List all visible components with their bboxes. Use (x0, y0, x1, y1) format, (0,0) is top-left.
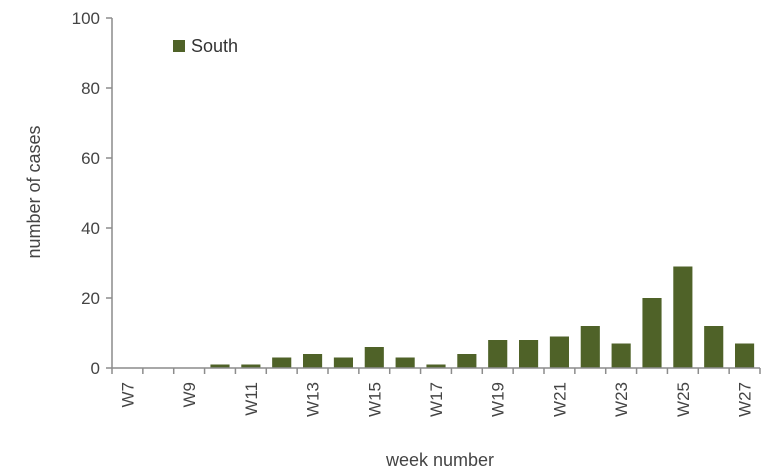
x-axis-title: week number (385, 450, 494, 470)
x-tick-label: W25 (674, 382, 693, 417)
legend-label-south: South (191, 36, 238, 56)
bar-w13 (303, 354, 323, 368)
legend-swatch-south (173, 40, 185, 52)
bar-w17 (426, 364, 446, 368)
y-tick-label: 60 (81, 149, 100, 168)
y-tick-label: 40 (81, 219, 100, 238)
bar-w10 (210, 364, 230, 368)
x-tick-label: W23 (612, 382, 631, 417)
y-axis-title: number of cases (24, 125, 44, 258)
bar-w21 (549, 336, 569, 368)
bar-series-south (210, 266, 755, 368)
bar-w18 (457, 354, 477, 368)
bar-w15 (364, 347, 384, 368)
bar-w26 (704, 326, 724, 368)
x-tick-label: W11 (242, 382, 261, 416)
bar-w14 (333, 357, 353, 368)
x-tick-label: W17 (427, 382, 446, 417)
y-tick-label: 100 (72, 9, 100, 28)
x-tick-label: W15 (365, 382, 384, 417)
x-axis-ticks: W7 W9 W11 W13 W15 W17 W19 W21 W23 W25 W27 (111, 368, 761, 417)
bar-w27 (735, 343, 755, 368)
x-tick-label: W21 (550, 382, 569, 417)
bar-w16 (395, 357, 415, 368)
bar-w23 (611, 343, 631, 368)
x-tick-label: W9 (180, 382, 199, 408)
x-tick-label: W7 (118, 382, 137, 408)
y-tick-label: 20 (81, 289, 100, 308)
bar-w22 (580, 326, 600, 368)
bar-w19 (488, 340, 508, 368)
bar-w25 (673, 266, 693, 368)
y-tick-label: 0 (91, 359, 100, 378)
bar-w20 (519, 340, 539, 368)
x-tick-label: W13 (304, 382, 323, 417)
x-tick-label: W27 (736, 382, 755, 417)
y-tick-label: 80 (81, 79, 100, 98)
bar-w11 (241, 364, 261, 368)
x-tick-label: W19 (489, 382, 508, 417)
bar-w12 (272, 357, 292, 368)
legend: South (173, 36, 238, 56)
y-axis-ticks: 0 20 40 60 80 100 (72, 9, 112, 378)
bar-w24 (642, 298, 662, 368)
